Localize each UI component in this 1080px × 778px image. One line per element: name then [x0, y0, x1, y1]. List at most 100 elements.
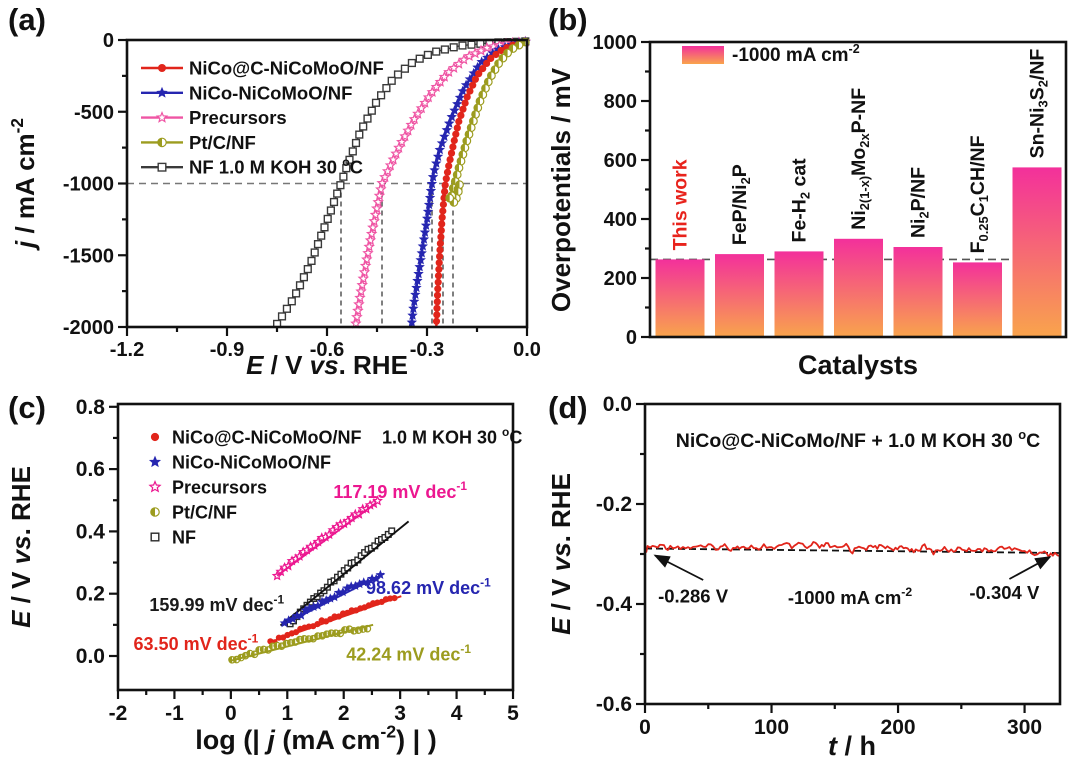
- series-line: [435, 40, 526, 328]
- series-marker: [438, 213, 446, 221]
- bar: [715, 254, 764, 337]
- series-marker: [440, 45, 450, 54]
- series-marker: [465, 130, 469, 139]
- series-marker: [364, 234, 377, 246]
- legend-label: NiCo@C-NiCoMoO/NF: [172, 428, 362, 448]
- series-marker: [329, 197, 339, 207]
- series-marker: [326, 206, 336, 215]
- x-tick-label: -1.2: [110, 339, 144, 361]
- series-marker: [348, 147, 357, 156]
- series-marker: [422, 206, 434, 217]
- series-marker: [376, 177, 389, 188]
- series-marker: [355, 130, 364, 139]
- series-marker: [459, 150, 463, 159]
- series-marker: [436, 137, 448, 148]
- y-tick-label: 1000: [593, 32, 638, 54]
- series-marker: [348, 607, 355, 614]
- slope-annotation: 98.62 mV dec-1: [366, 575, 491, 598]
- series-marker: [355, 285, 367, 297]
- series-marker: [287, 297, 296, 306]
- series-marker: [339, 172, 348, 181]
- bar-label: Sn-Ni3S2/NF: [1027, 49, 1051, 159]
- series-marker: [299, 273, 309, 282]
- series-marker: [469, 47, 481, 59]
- series-marker: [441, 188, 449, 196]
- series-marker: [436, 246, 444, 254]
- series-marker: [432, 317, 441, 325]
- x-axis-label: Catalysts: [798, 350, 918, 380]
- series-marker: [438, 70, 451, 82]
- fit-line: [274, 595, 402, 642]
- series-marker: [431, 157, 442, 168]
- bar-label: FeP/Ni2P: [729, 164, 753, 245]
- legend-label: Pt/C/NF: [189, 132, 256, 153]
- bar-label: Ni2P/NF: [908, 167, 932, 238]
- series-marker: [460, 79, 472, 90]
- series-marker: [446, 111, 457, 122]
- series-marker: [296, 636, 300, 643]
- y-tick-label: 0.0: [603, 393, 632, 416]
- series-marker: [433, 291, 442, 299]
- series-marker: [439, 207, 447, 215]
- series-marker: [461, 144, 465, 152]
- x-tick-label: 5: [507, 702, 519, 725]
- series-marker: [369, 208, 382, 220]
- series-marker: [442, 175, 450, 183]
- legend-suffix: 1.0 M KOH 30 oC: [382, 425, 522, 448]
- series-marker: [434, 285, 442, 293]
- series-marker: [433, 298, 441, 306]
- series-marker: [363, 240, 375, 252]
- series-marker: [345, 155, 354, 164]
- fit-line: [279, 520, 410, 627]
- series-marker: [283, 640, 287, 647]
- series-marker: [303, 265, 312, 274]
- series-marker: [439, 200, 447, 209]
- series-marker: [408, 113, 421, 125]
- x-tick-label: 1: [281, 702, 293, 725]
- series-marker: [402, 124, 414, 136]
- series-marker: [445, 162, 453, 170]
- y-tick-label: 400: [604, 209, 637, 231]
- series-marker: [351, 311, 363, 323]
- series-marker: [407, 58, 417, 68]
- series-marker: [424, 192, 436, 203]
- series-marker: [359, 122, 368, 131]
- series-marker: [333, 189, 342, 198]
- series-marker: [461, 99, 469, 107]
- bar: [1012, 167, 1062, 337]
- series-marker: [414, 261, 425, 272]
- series-marker: [449, 143, 457, 151]
- series-marker: [445, 194, 450, 202]
- series-marker: [157, 138, 162, 147]
- series-marker: [336, 181, 345, 190]
- x-tick-label: 0: [225, 702, 237, 725]
- series-marker: [420, 220, 432, 230]
- series-marker: [292, 289, 301, 298]
- series-marker: [427, 171, 439, 182]
- series-marker: [415, 254, 426, 265]
- series-marker: [277, 312, 287, 321]
- series-marker: [466, 87, 474, 95]
- series-marker: [467, 40, 476, 49]
- series-marker: [435, 259, 443, 267]
- x-tick-label: 3: [394, 702, 406, 725]
- series-marker: [441, 124, 452, 135]
- series-marker: [400, 64, 410, 73]
- series-marker: [155, 111, 169, 123]
- y-tick-label: 0.8: [76, 396, 106, 419]
- legend-label: NiCo-NiCoMoO/NF: [189, 82, 352, 103]
- series-marker: [455, 164, 459, 172]
- series-marker: [148, 480, 162, 493]
- series-marker: [449, 43, 458, 52]
- series-marker: [481, 84, 486, 93]
- series-marker: [458, 41, 467, 50]
- series-marker: [447, 149, 456, 157]
- slope-annotation: 159.99 mV dec-1: [149, 593, 284, 616]
- legend-label: NiCo@C-NiCoMoO/NF: [189, 58, 384, 79]
- series-marker: [287, 639, 291, 646]
- bar: [953, 262, 1002, 337]
- y-tick-label: 0.4: [76, 520, 106, 543]
- series-marker: [439, 131, 450, 142]
- panel-c-svg: -2 -1 0 1 2 3 4 5 0.0 0.2 0.4 0.6 0.8 NiCo@C-NiCoMoO/…: [6, 396, 522, 755]
- series-marker: [487, 54, 495, 63]
